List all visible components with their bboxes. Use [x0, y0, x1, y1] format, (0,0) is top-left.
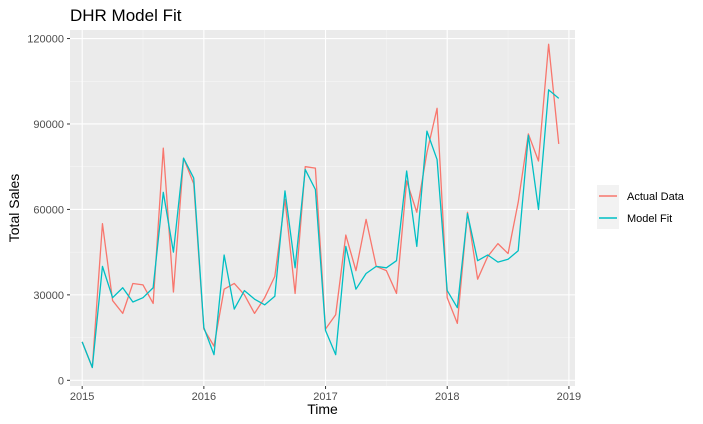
x-tick-label: 2017: [313, 391, 337, 403]
x-tick-label: 2015: [70, 391, 94, 403]
x-tick-label: 2016: [192, 391, 216, 403]
x-tick-label: 2018: [435, 391, 459, 403]
x-axis-title: Time: [307, 401, 338, 417]
series-lines: [81, 43, 560, 369]
y-tick-label: 30000: [33, 290, 64, 302]
model-fit-line: [81, 89, 560, 369]
axes: 2015 2016 2017 2018 2019 0 30000 60000 90000 1200…: [27, 34, 581, 403]
plot-panel: [70, 30, 575, 386]
y-tick-label: 120000: [27, 34, 64, 46]
legend: Actual Data Model Fit: [597, 185, 685, 229]
y-axis-title: Total Sales: [6, 174, 22, 242]
legend-label-actual-data: Actual Data: [627, 191, 685, 203]
y-tick-label: 90000: [33, 119, 64, 131]
y-tick-label: 0: [58, 375, 64, 387]
legend-label-model-fit: Model Fit: [627, 213, 672, 225]
grid-lines: [70, 30, 575, 386]
actual-data-line: [81, 43, 560, 369]
y-tick-label: 60000: [33, 204, 64, 216]
x-tick-label: 2019: [557, 391, 581, 403]
chart-title: DHR Model Fit: [70, 6, 182, 25]
